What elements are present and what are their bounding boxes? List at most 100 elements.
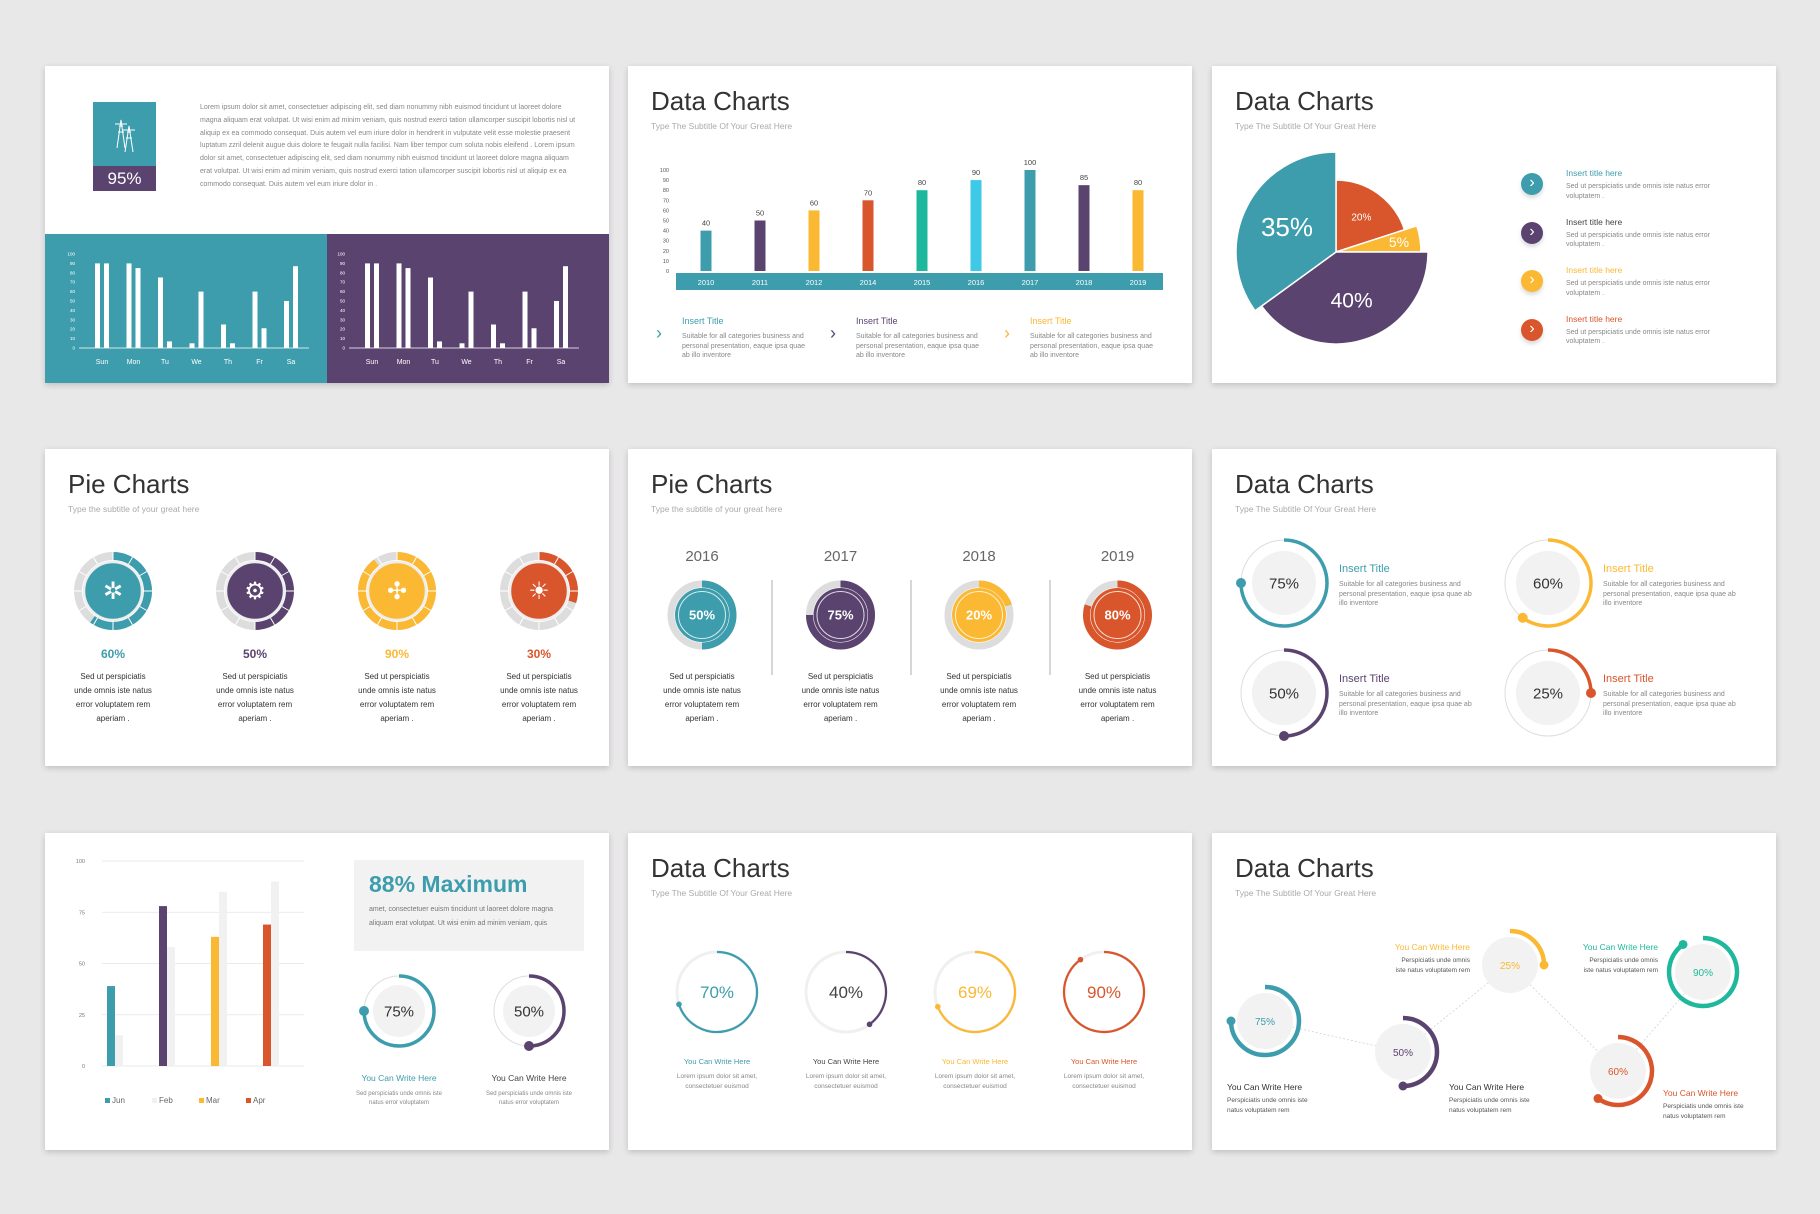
x-tick-label: Tu bbox=[161, 359, 169, 366]
ring-progress bbox=[1239, 538, 1329, 628]
ring-center bbox=[1516, 551, 1580, 615]
item-text: Perspiciatis unde omnis iste natus volup… bbox=[1395, 957, 1470, 974]
bar bbox=[189, 343, 195, 348]
text-line: error voluptatem rem bbox=[664, 700, 740, 709]
legend-label: Apr bbox=[253, 1096, 266, 1105]
slide-pie[interactable]: Data Charts Type The Subtitle Of Your Gr… bbox=[1212, 66, 1776, 383]
y-tick-label: 40 bbox=[70, 308, 76, 313]
chevron-right-icon[interactable]: › bbox=[1004, 323, 1010, 343]
y-tick-label: 50 bbox=[79, 962, 85, 968]
x-tick-label: 2019 bbox=[1130, 278, 1147, 287]
bar bbox=[261, 328, 267, 348]
item-title: Insert Title bbox=[682, 316, 724, 326]
y-tick-label: 0 bbox=[342, 346, 345, 351]
y-tick-label: 75 bbox=[79, 910, 85, 916]
percent-label: 40% bbox=[829, 983, 863, 1002]
ring-tick bbox=[504, 606, 513, 611]
y-tick-label: 0 bbox=[666, 269, 669, 275]
ring-center bbox=[366, 560, 428, 622]
chevron-circle-button[interactable]: › bbox=[1521, 173, 1543, 195]
x-tick-label: 2014 bbox=[860, 278, 877, 287]
ring-tick bbox=[270, 617, 275, 626]
ring-tick bbox=[377, 556, 382, 565]
ring-tick bbox=[412, 556, 417, 565]
text-line: aperiam . bbox=[823, 714, 858, 723]
data-label: 80 bbox=[1134, 178, 1142, 187]
item-title: Insert Title bbox=[1603, 673, 1654, 685]
item-title: Insert Title bbox=[1030, 316, 1072, 326]
ring-progress bbox=[1596, 1034, 1655, 1108]
slide-grouped-bars[interactable]: 88% Maximum amet, consectetuer euism tin… bbox=[45, 833, 609, 1150]
data-label: 50 bbox=[756, 209, 764, 218]
item-title: You Can Write Here bbox=[1449, 1082, 1525, 1092]
bar bbox=[468, 291, 474, 348]
ring-tick bbox=[281, 571, 290, 576]
ring-tick bbox=[139, 571, 148, 576]
bar bbox=[221, 324, 226, 348]
slide-yearly-bars[interactable]: Data Charts Type The Subtitle Of Your Gr… bbox=[628, 66, 1192, 383]
ring-center bbox=[1237, 993, 1293, 1049]
slide-weekly-bars[interactable]: 95% Lorem ipsum dolor sit amet, consecte… bbox=[45, 66, 609, 383]
y-tick-label: 80 bbox=[340, 270, 346, 275]
item-text: Suitable for all categories business and… bbox=[1603, 691, 1736, 717]
slide-thin-rings[interactable]: Data Charts Type The Subtitle Of Your Gr… bbox=[628, 833, 1192, 1150]
bar bbox=[916, 190, 928, 271]
percent-label: 50% bbox=[689, 608, 715, 623]
slide-icon-rings[interactable]: Pie Charts Type the subtitle of your gre… bbox=[45, 449, 609, 766]
y-tick-label: 30 bbox=[663, 239, 669, 245]
text-line: unde omnis iste natus bbox=[1078, 686, 1157, 695]
slide-ring-timeline[interactable]: Data Charts Type The Subtitle Of Your Gr… bbox=[1212, 833, 1776, 1150]
percent-label: 50% bbox=[1393, 1048, 1413, 1059]
item-title: You Can Write Here bbox=[941, 1057, 1009, 1066]
item-title: Insert title here bbox=[1566, 313, 1623, 324]
text-line: aperiam . bbox=[1100, 714, 1135, 723]
slide-subtitle: Type The Subtitle Of Your Great Here bbox=[651, 888, 793, 898]
slide-progress-rings[interactable]: Data Charts Type The Subtitle Of Your Gr… bbox=[1212, 449, 1776, 766]
item-title: Insert Title bbox=[1603, 563, 1654, 575]
ring-end-dot bbox=[524, 1041, 534, 1051]
percent-label: 25% bbox=[1533, 686, 1563, 703]
chevron-circle-button[interactable]: › bbox=[1521, 318, 1543, 341]
bar bbox=[563, 266, 568, 348]
legend-swatch bbox=[105, 1098, 110, 1103]
ring-center bbox=[503, 985, 555, 1037]
bar bbox=[1078, 185, 1090, 271]
chevron-circle-button[interactable]: › bbox=[1521, 270, 1543, 292]
percent-label: 75% bbox=[1269, 576, 1299, 593]
item-text: Sed ut perspiciatis unde omnis iste natu… bbox=[1566, 280, 1710, 297]
text-line: unde omnis iste natus bbox=[663, 686, 741, 695]
ring-center bbox=[1675, 944, 1731, 1000]
x-tick-label: Sa bbox=[557, 359, 566, 366]
y-tick-label: 60 bbox=[70, 289, 76, 294]
chevron-circle-button[interactable]: › bbox=[1521, 221, 1543, 244]
bar bbox=[700, 230, 712, 271]
item-text: Perspiciatis unde omnis iste natus volup… bbox=[1663, 1103, 1744, 1120]
ring-end-dot bbox=[1398, 1081, 1408, 1091]
text-line: aperiam . bbox=[962, 714, 996, 723]
data-label: 60 bbox=[810, 198, 818, 207]
chevron-right-icon[interactable]: › bbox=[830, 323, 836, 343]
ring-end-dot bbox=[1517, 612, 1528, 623]
slide-title: Data Charts bbox=[1235, 86, 1374, 116]
bar bbox=[491, 324, 496, 348]
chevron-right-icon[interactable]: › bbox=[656, 323, 662, 343]
text-line: error voluptatem rem bbox=[217, 700, 293, 709]
slide-title: Data Charts bbox=[651, 853, 790, 883]
item-text: Sed ut perspiciatis unde omnis iste natus… bbox=[929, 670, 1029, 726]
slide-title: Data Charts bbox=[1235, 853, 1374, 883]
bar bbox=[230, 343, 235, 348]
item-text: Sed ut perspiciatis unde omnis iste natu… bbox=[1566, 328, 1710, 346]
ring-charts: 50% 75% 20% 80% bbox=[667, 580, 1152, 675]
ring-charts: ✲ ⚙ ✣ ☀ bbox=[74, 552, 578, 630]
bar bbox=[531, 328, 537, 348]
highlight-paragraph: amet, consectetuer euism tincidunt ut la… bbox=[369, 906, 554, 927]
item-text: Perspiciatis unde omnis iste natus volup… bbox=[1227, 1097, 1308, 1114]
y-tick-label: 10 bbox=[663, 259, 669, 265]
percent-label: 75% bbox=[384, 1004, 414, 1021]
y-tick-label: 0 bbox=[72, 346, 75, 351]
x-tick-label: We bbox=[191, 359, 201, 366]
slide-year-rings[interactable]: Pie Charts Type the subtitle of your gre… bbox=[628, 449, 1192, 766]
item-text: Suitable for all categories business and… bbox=[856, 333, 979, 359]
ring-tick bbox=[235, 556, 240, 565]
ring-tick bbox=[281, 606, 290, 611]
